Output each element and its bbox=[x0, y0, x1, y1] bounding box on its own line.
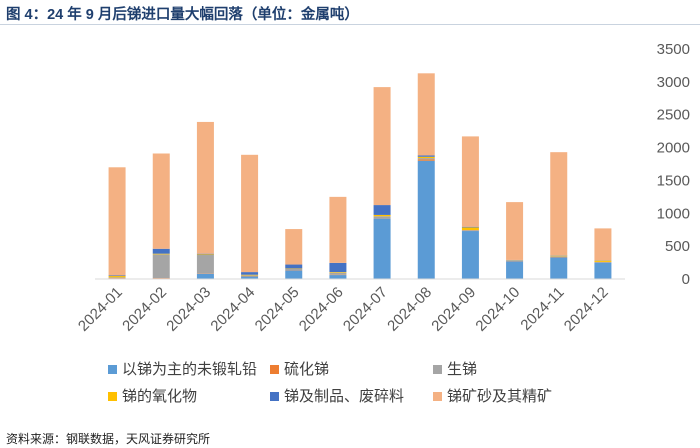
bar-segment-2024-09-series-2 bbox=[461, 230, 479, 231]
bar-segment-2024-08-series-2 bbox=[417, 158, 435, 160]
bar-segment-2024-01-series-3 bbox=[108, 276, 126, 278]
x-tick-label: 2024-07 bbox=[340, 284, 391, 335]
bar-segment-2024-08-series-0 bbox=[417, 160, 435, 279]
x-tick-label: 2024-12 bbox=[561, 284, 612, 335]
bar-segment-2024-02-series-2 bbox=[152, 254, 170, 279]
figure-title: 图 4：24 年 9 月后锑进口量大幅回落（单位：金属吨） bbox=[6, 7, 359, 23]
bar-segment-2024-11-series-5 bbox=[550, 152, 568, 256]
bar-segment-2024-08-series-5 bbox=[417, 73, 435, 156]
bar-segment-2024-11-series-2 bbox=[550, 256, 568, 257]
y-tick-label: 1500 bbox=[657, 172, 690, 189]
legend-swatch bbox=[433, 392, 442, 401]
bar-segment-2024-09-series-0 bbox=[461, 231, 479, 279]
bar-segment-2024-03-series-5 bbox=[196, 121, 214, 254]
bar-segment-2024-09-series-3 bbox=[461, 227, 479, 231]
bar-segment-2024-08-series-4 bbox=[417, 155, 435, 157]
y-tick-label: 3000 bbox=[657, 74, 690, 91]
bar-segment-2024-10-series-0 bbox=[506, 261, 524, 279]
bar-segment-2024-01-series-5 bbox=[108, 167, 126, 276]
source-note: 资料来源：钢联数据，天风证券研究所 bbox=[6, 432, 211, 446]
bars-group bbox=[108, 73, 612, 279]
bar-segment-2024-12-series-5 bbox=[594, 228, 612, 261]
x-axis: 2024-012024-022024-032024-042024-052024-… bbox=[75, 284, 612, 335]
bar-segment-2024-05-series-0 bbox=[285, 270, 303, 279]
y-tick-label: 500 bbox=[665, 238, 690, 255]
legend-swatch bbox=[270, 392, 279, 401]
x-tick-label: 2024-04 bbox=[207, 284, 258, 335]
bar-segment-2024-09-series-5 bbox=[461, 136, 479, 227]
legend-label: 硫化锑 bbox=[284, 361, 329, 378]
bar-segment-2024-05-series-2 bbox=[285, 268, 303, 271]
bar-segment-2024-12-series-3 bbox=[594, 260, 612, 262]
x-tick-label: 2024-08 bbox=[384, 284, 435, 335]
legend-label: 以锑为主的未锻轧铅 bbox=[122, 361, 257, 378]
y-tick-label: 1000 bbox=[657, 205, 690, 222]
legend-label: 锑的氧化物 bbox=[122, 388, 197, 405]
bar-segment-2024-05-series-5 bbox=[285, 229, 303, 265]
bar-segment-2024-02-series-3 bbox=[152, 253, 170, 255]
bar-segment-2024-07-series-0 bbox=[373, 218, 391, 279]
bar-segment-2024-03-series-2 bbox=[196, 255, 214, 274]
bar-segment-2024-03-series-0 bbox=[196, 273, 214, 279]
bar-segment-2024-12-series-0 bbox=[594, 262, 612, 279]
bar-segment-2024-07-series-2 bbox=[373, 216, 391, 219]
bar-segment-2024-11-series-3 bbox=[550, 255, 568, 257]
x-tick-label: 2024-06 bbox=[296, 284, 347, 335]
bar-segment-2024-01-series-2 bbox=[108, 277, 126, 279]
legend-swatch bbox=[108, 365, 117, 374]
x-tick-label: 2024-10 bbox=[472, 284, 523, 335]
legend-swatch bbox=[270, 365, 279, 374]
bar-segment-2024-04-series-3 bbox=[241, 274, 259, 276]
y-tick-label: 2500 bbox=[657, 107, 690, 124]
bar-segment-2024-07-series-3 bbox=[373, 214, 391, 217]
bar-segment-2024-06-series-4 bbox=[329, 262, 347, 273]
bar-segment-2024-10-series-5 bbox=[506, 202, 524, 260]
y-axis: 0 500 1000 1500 2000 2500 3000 3500 bbox=[657, 41, 690, 288]
legend-swatch bbox=[108, 392, 117, 401]
legend-label: 锑矿砂及其精矿 bbox=[447, 388, 552, 405]
bar-segment-2024-06-series-2 bbox=[329, 272, 347, 275]
bar-segment-2024-06-series-0 bbox=[329, 275, 347, 279]
legend-label: 锑及制品、废碎料 bbox=[284, 388, 404, 405]
bar-segment-2024-02-series-5 bbox=[152, 153, 170, 249]
x-tick-label: 2024-11 bbox=[517, 284, 567, 334]
bar-segment-2024-09-series-4 bbox=[461, 226, 479, 228]
x-tick-label: 2024-03 bbox=[163, 284, 214, 335]
bar-segment-2024-11-series-0 bbox=[550, 257, 568, 279]
bar-segment-2024-06-series-5 bbox=[329, 196, 347, 263]
bar-segment-2024-03-series-3 bbox=[196, 254, 214, 256]
bar-segment-2024-06-series-3 bbox=[329, 272, 347, 273]
x-tick-label: 2024-01 bbox=[75, 284, 126, 335]
bar-segment-2024-07-series-5 bbox=[373, 87, 391, 206]
bar-segment-2024-04-series-4 bbox=[241, 272, 259, 275]
bar-segment-2024-04-series-5 bbox=[241, 154, 259, 273]
x-tick-label: 2024-05 bbox=[252, 284, 303, 335]
bar-segment-2024-04-series-2 bbox=[241, 275, 259, 277]
bar-segment-2024-02-series-4 bbox=[152, 248, 170, 254]
legend-swatch bbox=[433, 365, 442, 374]
legend-label: 生锑 bbox=[447, 361, 477, 378]
y-tick-label: 2000 bbox=[657, 140, 690, 157]
title-divider bbox=[0, 24, 700, 25]
y-tick-label: 0 bbox=[682, 271, 690, 288]
bar-segment-2024-08-series-3 bbox=[417, 156, 435, 159]
bar-segment-2024-07-series-4 bbox=[373, 205, 391, 215]
bar-segment-2024-08-series-1 bbox=[417, 159, 435, 161]
bar-segment-2024-04-series-0 bbox=[241, 276, 259, 279]
bar-segment-2024-05-series-4 bbox=[285, 264, 303, 269]
bar-segment-2024-03-series-4 bbox=[196, 253, 214, 255]
x-tick-label: 2024-02 bbox=[119, 284, 170, 335]
x-tick-label: 2024-09 bbox=[428, 284, 479, 335]
y-tick-label: 3500 bbox=[657, 41, 690, 58]
bar-segment-2024-01-series-4 bbox=[108, 275, 126, 277]
